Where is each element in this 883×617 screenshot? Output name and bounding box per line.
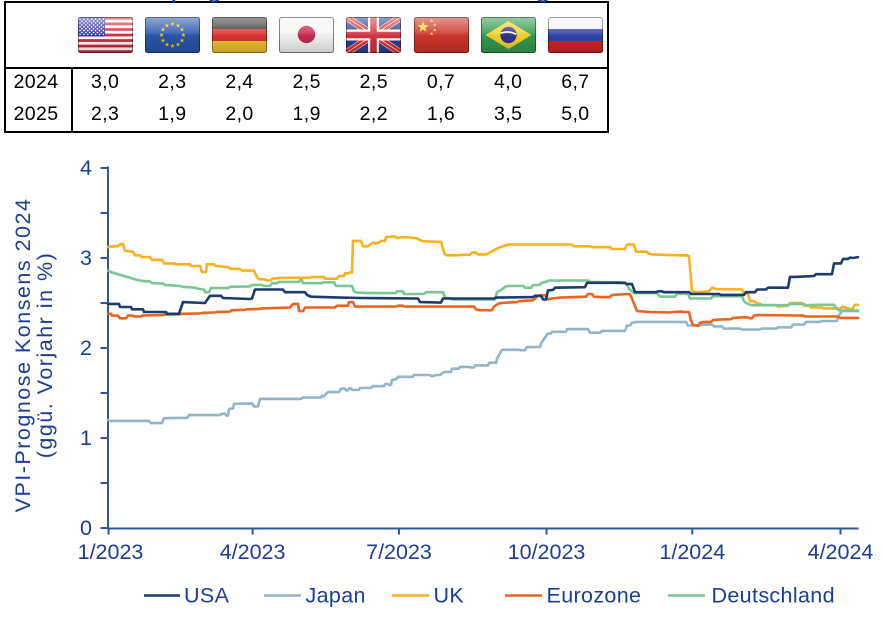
svg-text:10/2023: 10/2023 — [508, 540, 586, 564]
svg-text:Japan: Japan — [306, 584, 366, 608]
svg-text:4: 4 — [80, 156, 92, 180]
svg-text:UK: UK — [434, 584, 465, 608]
svg-text:4/2024: 4/2024 — [808, 540, 874, 564]
svg-text:(ggü. Vorjahr in %): (ggü. Vorjahr in %) — [33, 252, 57, 459]
svg-text:0: 0 — [80, 516, 92, 540]
svg-text:1: 1 — [80, 426, 92, 450]
svg-text:2: 2 — [80, 336, 92, 360]
svg-text:USA: USA — [184, 584, 230, 608]
svg-text:4/2023: 4/2023 — [220, 540, 286, 564]
svg-text:1/2023: 1/2023 — [78, 540, 144, 564]
svg-text:VPI-Prognose Konsens 2024: VPI-Prognose Konsens 2024 — [11, 198, 35, 513]
svg-text:Deutschland: Deutschland — [712, 584, 835, 608]
svg-text:7/2023: 7/2023 — [366, 540, 432, 564]
svg-text:1/2024: 1/2024 — [659, 540, 725, 564]
svg-text:Inflationsprognosen im interna: Inflationsprognosen im internationalen V… — [68, 0, 603, 3]
svg-text:Eurozone: Eurozone — [547, 584, 642, 608]
svg-text:3: 3 — [80, 246, 92, 270]
